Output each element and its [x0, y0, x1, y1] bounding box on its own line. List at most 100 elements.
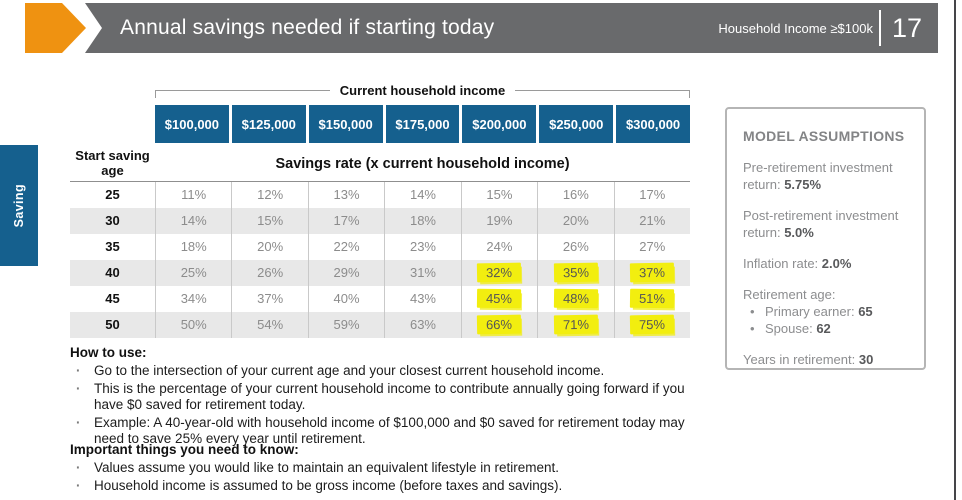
age-cell: 30 — [105, 213, 120, 228]
rate-cell: 37% — [231, 286, 307, 312]
how-to-use-heading: How to use: — [70, 345, 147, 360]
age-cell: 40 — [105, 265, 120, 280]
bullet-dot-icon: · — [76, 460, 81, 475]
assumption-value: 5.75% — [784, 177, 822, 192]
assumption-item: Pre-retirement investment return: 5.75% — [743, 159, 914, 193]
income-column-header: $200,000 — [462, 105, 537, 143]
rate-cell: 50% — [155, 312, 231, 338]
bullet-dot-icon: · — [76, 478, 81, 493]
rate-cell: 22% — [307, 234, 384, 260]
years-in-retirement-item: Years in retirement: 30 — [743, 351, 914, 368]
bullet-text: Spouse: 62 — [765, 321, 831, 336]
rate-cell: 51% — [613, 286, 690, 312]
income-bracket-label: Current household income — [339, 83, 506, 98]
rate-cell: 11% — [155, 182, 231, 208]
retirement-age-bullet: • Primary earner: 65 — [743, 303, 914, 320]
age-cell: 50 — [105, 317, 120, 332]
bullet-dot-icon: • — [750, 321, 755, 336]
highlight-mark: 45% — [477, 288, 522, 309]
rate-cell: 14% — [155, 208, 231, 234]
income-column-header: $150,000 — [308, 105, 383, 143]
income-column-header: $125,000 — [231, 105, 306, 143]
slide-header: Annual savings needed if starting today … — [25, 3, 938, 53]
assumption-label: Post-retirement investment return: — [743, 208, 899, 240]
rate-cell: 23% — [384, 234, 460, 260]
rate-cell: 63% — [384, 312, 460, 338]
header-separator — [878, 10, 881, 46]
window-right-border — [954, 0, 956, 500]
how-to-use-section: How to use: · Go to the intersection of … — [70, 345, 698, 447]
side-tab-label: Saving — [12, 183, 26, 228]
bullet-dot-icon: · — [76, 415, 81, 430]
retirement-age-label: Retirement age: — [743, 287, 836, 302]
page-number: 17 — [891, 12, 922, 43]
bracket-line-right — [515, 90, 690, 98]
rate-cell: 20% — [537, 208, 613, 234]
orange-arrow-icon — [25, 3, 86, 53]
table-row: 45 34% 37% 40% 43% 45% 48% 51% — [70, 286, 690, 312]
rate-cell: 18% — [155, 234, 231, 260]
row-header: Start saving age — [75, 148, 150, 178]
bullet-item: · Household income is assumed to be gros… — [70, 478, 698, 494]
rate-cell: 26% — [537, 234, 613, 260]
bullet-dot-icon: · — [76, 363, 81, 378]
bullet-item: · Go to the intersection of your current… — [70, 363, 698, 379]
rate-cell: 17% — [307, 208, 384, 234]
header-subtitle: Household Income ≥$100k — [718, 20, 873, 36]
rate-cell: 37% — [613, 260, 690, 286]
income-bracket: Current household income — [155, 83, 690, 98]
important-section: Important things you need to know: · Val… — [70, 442, 698, 494]
rate-cell: 29% — [307, 260, 384, 286]
assumption-value: 2.0% — [821, 256, 852, 271]
rate-cell: 15% — [231, 208, 307, 234]
highlight-mark: 48% — [553, 288, 598, 309]
rate-cell: 43% — [384, 286, 460, 312]
assumption-item: Post-retirement investment return: 5.0% — [743, 207, 914, 241]
table-subheader: Savings rate (x current household income… — [275, 156, 570, 172]
highlight-mark: 66% — [477, 314, 522, 335]
rate-cell: 66% — [460, 312, 537, 338]
bullet-text: Example: A 40-year-old with household in… — [94, 415, 685, 446]
savings-table-body: 25 11% 12% 13% 14% 15% 16% 17% 30 14% 15% 17% 18%… — [70, 182, 690, 338]
highlight-mark: 35% — [553, 262, 599, 283]
table-row: 25 11% 12% 13% 14% 15% 16% 17% — [70, 182, 690, 208]
rate-cell: 17% — [613, 182, 690, 208]
rate-cell: 13% — [307, 182, 384, 208]
bracket-line-left — [155, 90, 330, 98]
assumption-value: 5.0% — [784, 225, 814, 240]
assumption-label: Pre-retirement investment return: — [743, 160, 893, 192]
rate-cell: 71% — [537, 312, 613, 338]
retirement-age-bullet: • Spouse: 62 — [743, 320, 914, 337]
assumption-value: 30 — [858, 352, 874, 367]
bullet-text: Primary earner: 65 — [765, 304, 873, 319]
bullet-item: · This is the percentage of your current… — [70, 381, 698, 413]
rate-cell: 12% — [231, 182, 307, 208]
income-header-row: $100,000 $125,000 $150,000 $175,000 $200… — [155, 105, 690, 143]
highlight-mark: 32% — [477, 262, 522, 283]
rate-cell: 25% — [155, 260, 231, 286]
rate-cell: 75% — [613, 312, 690, 338]
rate-cell: 20% — [231, 234, 307, 260]
age-cell: 45 — [105, 291, 120, 306]
page-title: Annual savings needed if starting today — [120, 16, 495, 39]
income-column-header: $175,000 — [385, 105, 460, 143]
highlight-mark: 71% — [553, 314, 599, 335]
rate-cell: 35% — [537, 260, 613, 286]
rate-cell: 31% — [384, 260, 460, 286]
bullet-text: This is the percentage of your current h… — [94, 381, 685, 412]
income-column-header: $250,000 — [539, 105, 614, 143]
income-column-header: $100,000 — [155, 105, 229, 143]
table-row: 35 18% 20% 22% 23% 24% 26% 27% — [70, 234, 690, 260]
rate-cell: 19% — [460, 208, 537, 234]
rate-cell: 34% — [155, 286, 231, 312]
highlight-mark: 51% — [630, 288, 675, 309]
rate-cell: 14% — [384, 182, 460, 208]
rate-cell: 15% — [460, 182, 537, 208]
bullet-dot-icon: · — [76, 381, 81, 396]
side-tab-saving[interactable]: Saving — [0, 145, 38, 266]
rate-cell: 48% — [537, 286, 613, 312]
rate-cell: 32% — [460, 260, 537, 286]
table-rule — [70, 181, 690, 182]
bullet-text: Go to the intersection of your current a… — [94, 363, 605, 378]
